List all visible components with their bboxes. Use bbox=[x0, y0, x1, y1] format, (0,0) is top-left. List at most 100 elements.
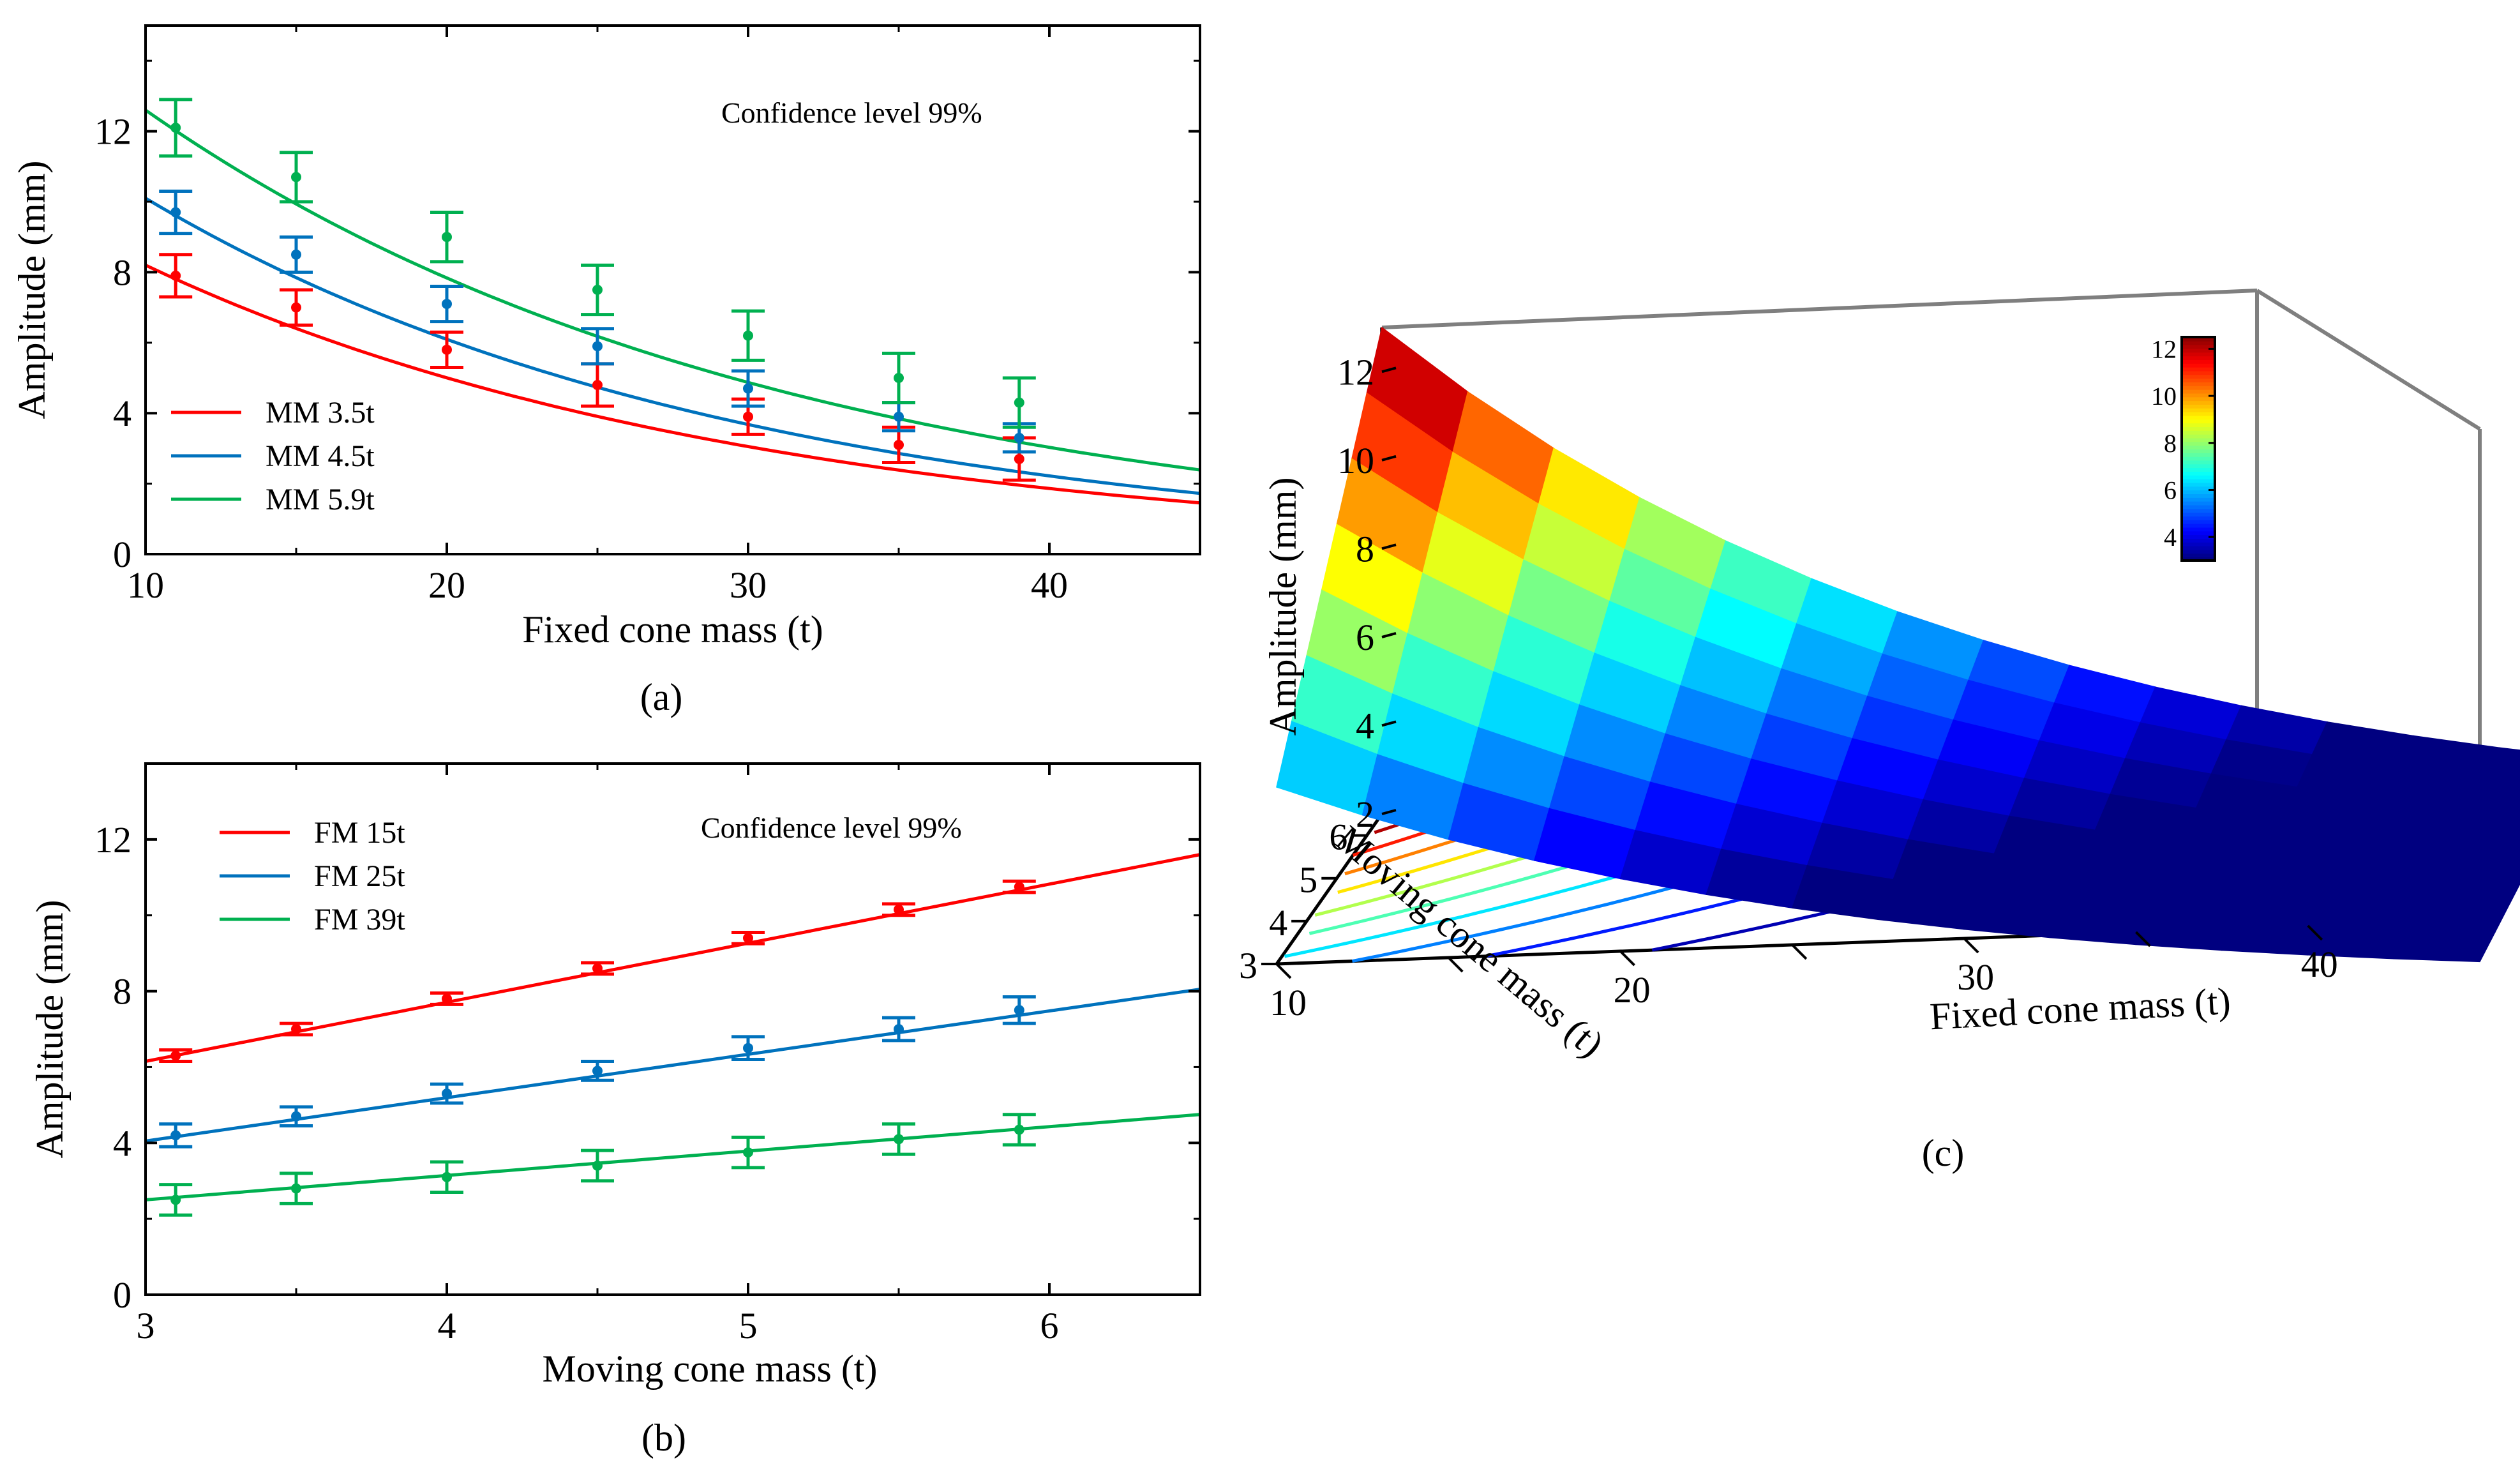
z-tick-mark bbox=[1381, 366, 1397, 373]
colorbar-tick-label: 10 bbox=[2151, 382, 2177, 410]
fit-line-3 bbox=[145, 1113, 1201, 1201]
y-tick-label: 5 bbox=[1299, 859, 1317, 901]
colorbar-segment bbox=[2182, 400, 2215, 405]
colorbar-segment bbox=[2182, 419, 2215, 424]
colorbar-segment bbox=[2182, 490, 2215, 494]
colorbar-segment bbox=[2182, 430, 2215, 435]
colorbar-tick-label: 12 bbox=[2151, 335, 2177, 363]
chart-c-panel-label: (c) bbox=[1922, 1132, 1965, 1174]
y-tick-label: 0 bbox=[113, 534, 131, 575]
colorbar-segment bbox=[2182, 370, 2215, 375]
data-point-errorbar bbox=[280, 235, 313, 274]
chart-b-legend: FM 15t FM 25t FM 39t bbox=[220, 816, 405, 937]
z-tick-mark bbox=[1381, 455, 1397, 462]
colorbar-segment bbox=[2182, 471, 2215, 476]
colorbar-segment bbox=[2182, 433, 2215, 439]
colorbar-segment bbox=[2182, 497, 2215, 502]
y-tick-label: 12 bbox=[94, 819, 131, 861]
colorbar-segment bbox=[2182, 512, 2215, 516]
colorbar-segment bbox=[2182, 445, 2215, 449]
data-point-errorbar bbox=[159, 1122, 193, 1148]
colorbar-segment bbox=[2182, 493, 2215, 498]
chart-a-annotation: Confidence level 99% bbox=[721, 96, 982, 129]
y-tick-label: 6 bbox=[1329, 817, 1347, 858]
y-tick-label: 4 bbox=[113, 393, 131, 434]
chart-b-panel-label: (b) bbox=[641, 1417, 686, 1459]
x-tick-label: 10 bbox=[1270, 982, 1307, 1023]
surface-patch bbox=[2236, 884, 2339, 924]
fit-line-3 bbox=[144, 109, 1201, 472]
chart-a-legend: MM 3.5t MM 4.5t MM 5.9t bbox=[171, 396, 375, 516]
y-tick-label: 12 bbox=[94, 111, 131, 153]
legend-label: FM 39t bbox=[314, 903, 405, 937]
colorbar-segment bbox=[2182, 549, 2215, 554]
data-point-errorbar bbox=[280, 1021, 313, 1037]
y-tick-label: 8 bbox=[113, 971, 131, 1013]
colorbar-segment bbox=[2182, 407, 2215, 412]
colorbar-segment bbox=[2182, 519, 2215, 524]
colorbar-segment bbox=[2182, 344, 2215, 349]
surface-patch bbox=[2423, 868, 2520, 904]
surface-patch bbox=[2393, 928, 2496, 963]
data-point-errorbar bbox=[882, 1122, 915, 1156]
colorbar-tick-label: 6 bbox=[2164, 476, 2177, 504]
colorbar-segment bbox=[2182, 356, 2215, 360]
data-point-errorbar bbox=[1002, 376, 1036, 429]
y-tick-label: 8 bbox=[113, 252, 131, 293]
data-point-errorbar bbox=[731, 1035, 765, 1062]
colorbar-segment bbox=[2182, 366, 2215, 372]
colorbar-segment bbox=[2182, 396, 2215, 402]
data-point-errorbar bbox=[280, 151, 313, 204]
fit-line-2 bbox=[145, 988, 1201, 1143]
colorbar-segment bbox=[2182, 534, 2215, 539]
legend-label: MM 5.9t bbox=[266, 483, 375, 516]
data-point-errorbar bbox=[1002, 1113, 1036, 1147]
y-tick-label: 4 bbox=[1269, 902, 1287, 944]
colorbar-segment bbox=[2182, 411, 2215, 416]
colorbar-segment bbox=[2182, 482, 2215, 487]
z-tick-label: 6 bbox=[1356, 617, 1374, 658]
x-tick-label: 10 bbox=[127, 564, 164, 606]
colorbar-segment bbox=[2182, 456, 2215, 461]
chart-panel-a: 10 20 30 40 0 4 8 12 Confidence level 99% Fixed… bbox=[11, 24, 1201, 718]
data-point-errorbar bbox=[581, 263, 614, 317]
data-point-errorbar bbox=[430, 330, 463, 369]
colorbar-segment bbox=[2182, 404, 2215, 409]
surface-patch bbox=[2322, 891, 2425, 930]
y-tick-label: 3 bbox=[1239, 945, 1257, 986]
y-axis-line bbox=[1275, 813, 1384, 965]
data-point-errorbar bbox=[430, 284, 463, 324]
colorbar-segment bbox=[2182, 516, 2215, 520]
data-point-errorbar bbox=[1002, 879, 1036, 894]
colorbar-segment bbox=[2182, 478, 2215, 483]
x-minor-tick bbox=[2135, 931, 2151, 947]
colorbar-segment bbox=[2182, 441, 2215, 446]
data-point-errorbar bbox=[159, 98, 193, 158]
legend-label: FM 15t bbox=[314, 816, 405, 850]
y-tick-label: 4 bbox=[113, 1122, 131, 1164]
colorbar-segment bbox=[2182, 501, 2215, 506]
chart-b-ylabel: Amplitude (mm) bbox=[29, 900, 71, 1159]
z-tick-label: 4 bbox=[1356, 705, 1374, 746]
colorbar-segment bbox=[2182, 553, 2215, 558]
fit-line-1 bbox=[145, 853, 1201, 1063]
x-tick-label: 30 bbox=[730, 564, 767, 606]
box-edge bbox=[2256, 289, 2481, 431]
colorbar-segment bbox=[2182, 474, 2215, 479]
chart-c-zlabel: Amplitude (mm) bbox=[1262, 478, 1304, 736]
surface-patch bbox=[2408, 898, 2511, 933]
colorbar-segment bbox=[2182, 423, 2215, 427]
colorbar-segment bbox=[2182, 378, 2215, 382]
x-tick-label: 5 bbox=[739, 1305, 758, 1346]
data-point-errorbar bbox=[280, 288, 313, 327]
colorbar-segment bbox=[2182, 527, 2215, 532]
colorbar-segment bbox=[2182, 531, 2215, 536]
data-point-errorbar bbox=[1002, 995, 1036, 1025]
colorbar-segment bbox=[2182, 352, 2215, 357]
data-point-errorbar bbox=[882, 1016, 915, 1043]
x-tick-label: 40 bbox=[2301, 944, 2338, 985]
surface-patch bbox=[2468, 777, 2520, 813]
colorbar-frame bbox=[2180, 336, 2216, 562]
x-tick-mark bbox=[1275, 963, 1292, 979]
